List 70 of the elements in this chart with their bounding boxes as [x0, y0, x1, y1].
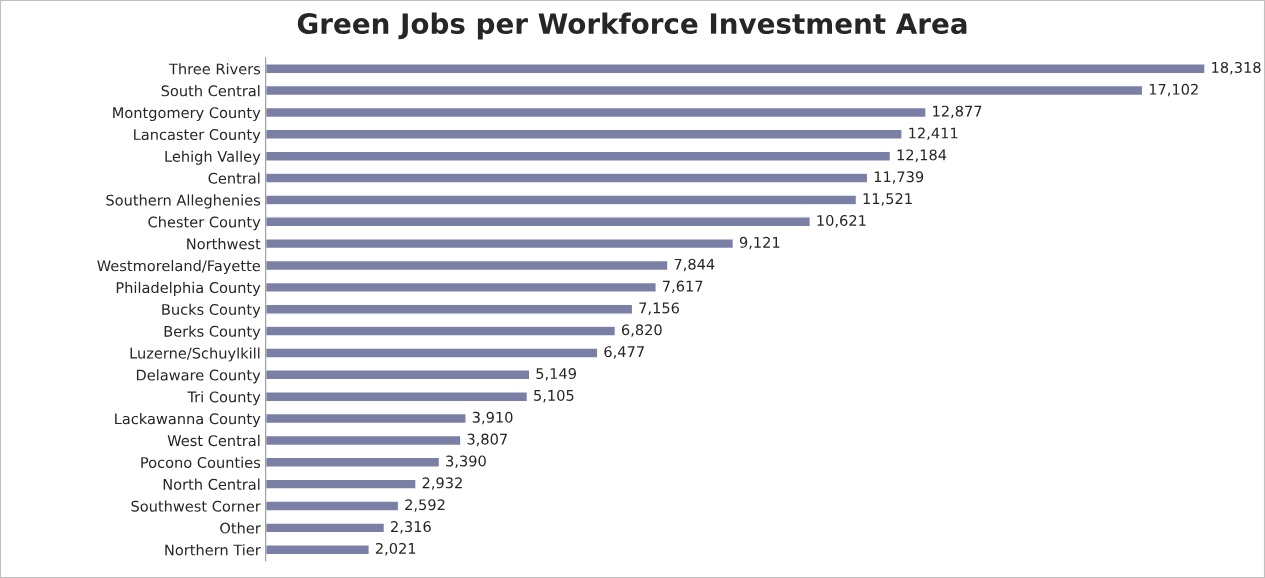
bar	[265, 150, 892, 162]
data-label: 2,932	[422, 477, 462, 490]
data-label: 3,910	[472, 411, 513, 425]
y-tick-label: Northwest	[187, 238, 261, 250]
data-label: 2,592	[405, 499, 445, 512]
y-tick-label: Lancaster County	[134, 129, 261, 143]
y-tick-label: Chester County	[148, 216, 261, 231]
y-tick-label: Philadelphia County	[116, 281, 261, 296]
bar	[265, 172, 869, 184]
bar	[265, 369, 531, 381]
chart-title: Green Jobs per Workforce Investment Area	[297, 12, 967, 40]
y-tick-label: Tri County	[187, 391, 261, 406]
data-label: 6,477	[604, 346, 644, 359]
data-label: 2,316	[391, 521, 431, 534]
bar	[265, 128, 903, 140]
y-tick-label: Southern Alleghenies	[106, 194, 261, 209]
data-label: 17,102	[1149, 83, 1198, 97]
data-label: 12,184	[897, 149, 947, 162]
data-label: 7,844	[674, 258, 715, 272]
y-tick-label: Three Rivers	[168, 63, 261, 75]
y-tick-label: Delaware County	[136, 369, 261, 384]
y-tick-label: Northern Tier	[165, 544, 261, 556]
data-label: 7,617	[663, 280, 703, 294]
bar	[265, 106, 927, 119]
bar	[265, 216, 811, 228]
bar	[265, 434, 462, 447]
data-label: 11,739	[874, 171, 924, 184]
y-tick-label: North Central	[163, 478, 260, 490]
bar	[265, 347, 599, 359]
y-tick-label: Westmoreland/Fayette	[97, 259, 261, 275]
data-label: 10,621	[817, 214, 866, 228]
bar	[265, 391, 529, 403]
y-tick-label: Southwest Corner	[131, 500, 261, 512]
data-label: 6,820	[621, 324, 662, 337]
y-tick-label: West Central	[167, 434, 260, 447]
y-tick-label: South Central	[161, 85, 260, 97]
data-label: 3,390	[446, 455, 486, 468]
bar	[265, 412, 467, 425]
bar	[265, 478, 417, 490]
data-label: 3,807	[467, 433, 507, 447]
bar	[265, 238, 735, 250]
data-label: 12,411	[909, 127, 958, 141]
bar	[265, 281, 657, 293]
bar	[265, 522, 386, 534]
bar	[265, 303, 634, 315]
y-tick-label: Berks County	[164, 325, 261, 340]
bar	[265, 259, 669, 272]
data-label: 9,121	[739, 236, 780, 250]
bar	[265, 456, 441, 468]
bar	[265, 500, 400, 512]
y-tick-label: Bucks County	[162, 303, 261, 318]
data-label: 5,149	[536, 368, 576, 381]
y-tick-label: Montgomery County	[113, 107, 261, 122]
y-tick-label: Other	[220, 522, 261, 534]
data-label: 12,877	[933, 105, 982, 119]
y-tick-label: Lackawanna County	[115, 413, 261, 428]
bar	[265, 325, 617, 337]
data-label: 11,521	[863, 193, 912, 206]
bar	[265, 63, 1206, 75]
data-label: 5,105	[534, 389, 574, 403]
data-label: 7,156	[639, 302, 679, 315]
data-label: 18,318	[1212, 61, 1261, 75]
y-tick-label: Central	[208, 172, 260, 184]
data-label: 2,021	[375, 542, 416, 556]
y-tick-label: Lehigh Valley	[165, 150, 261, 165]
bar	[265, 194, 858, 206]
y-tick-label: Pocono Counties	[141, 456, 261, 469]
bar	[265, 84, 1144, 97]
y-tick-label: Luzerne/Schuylkill	[130, 347, 260, 362]
bar	[265, 544, 370, 556]
